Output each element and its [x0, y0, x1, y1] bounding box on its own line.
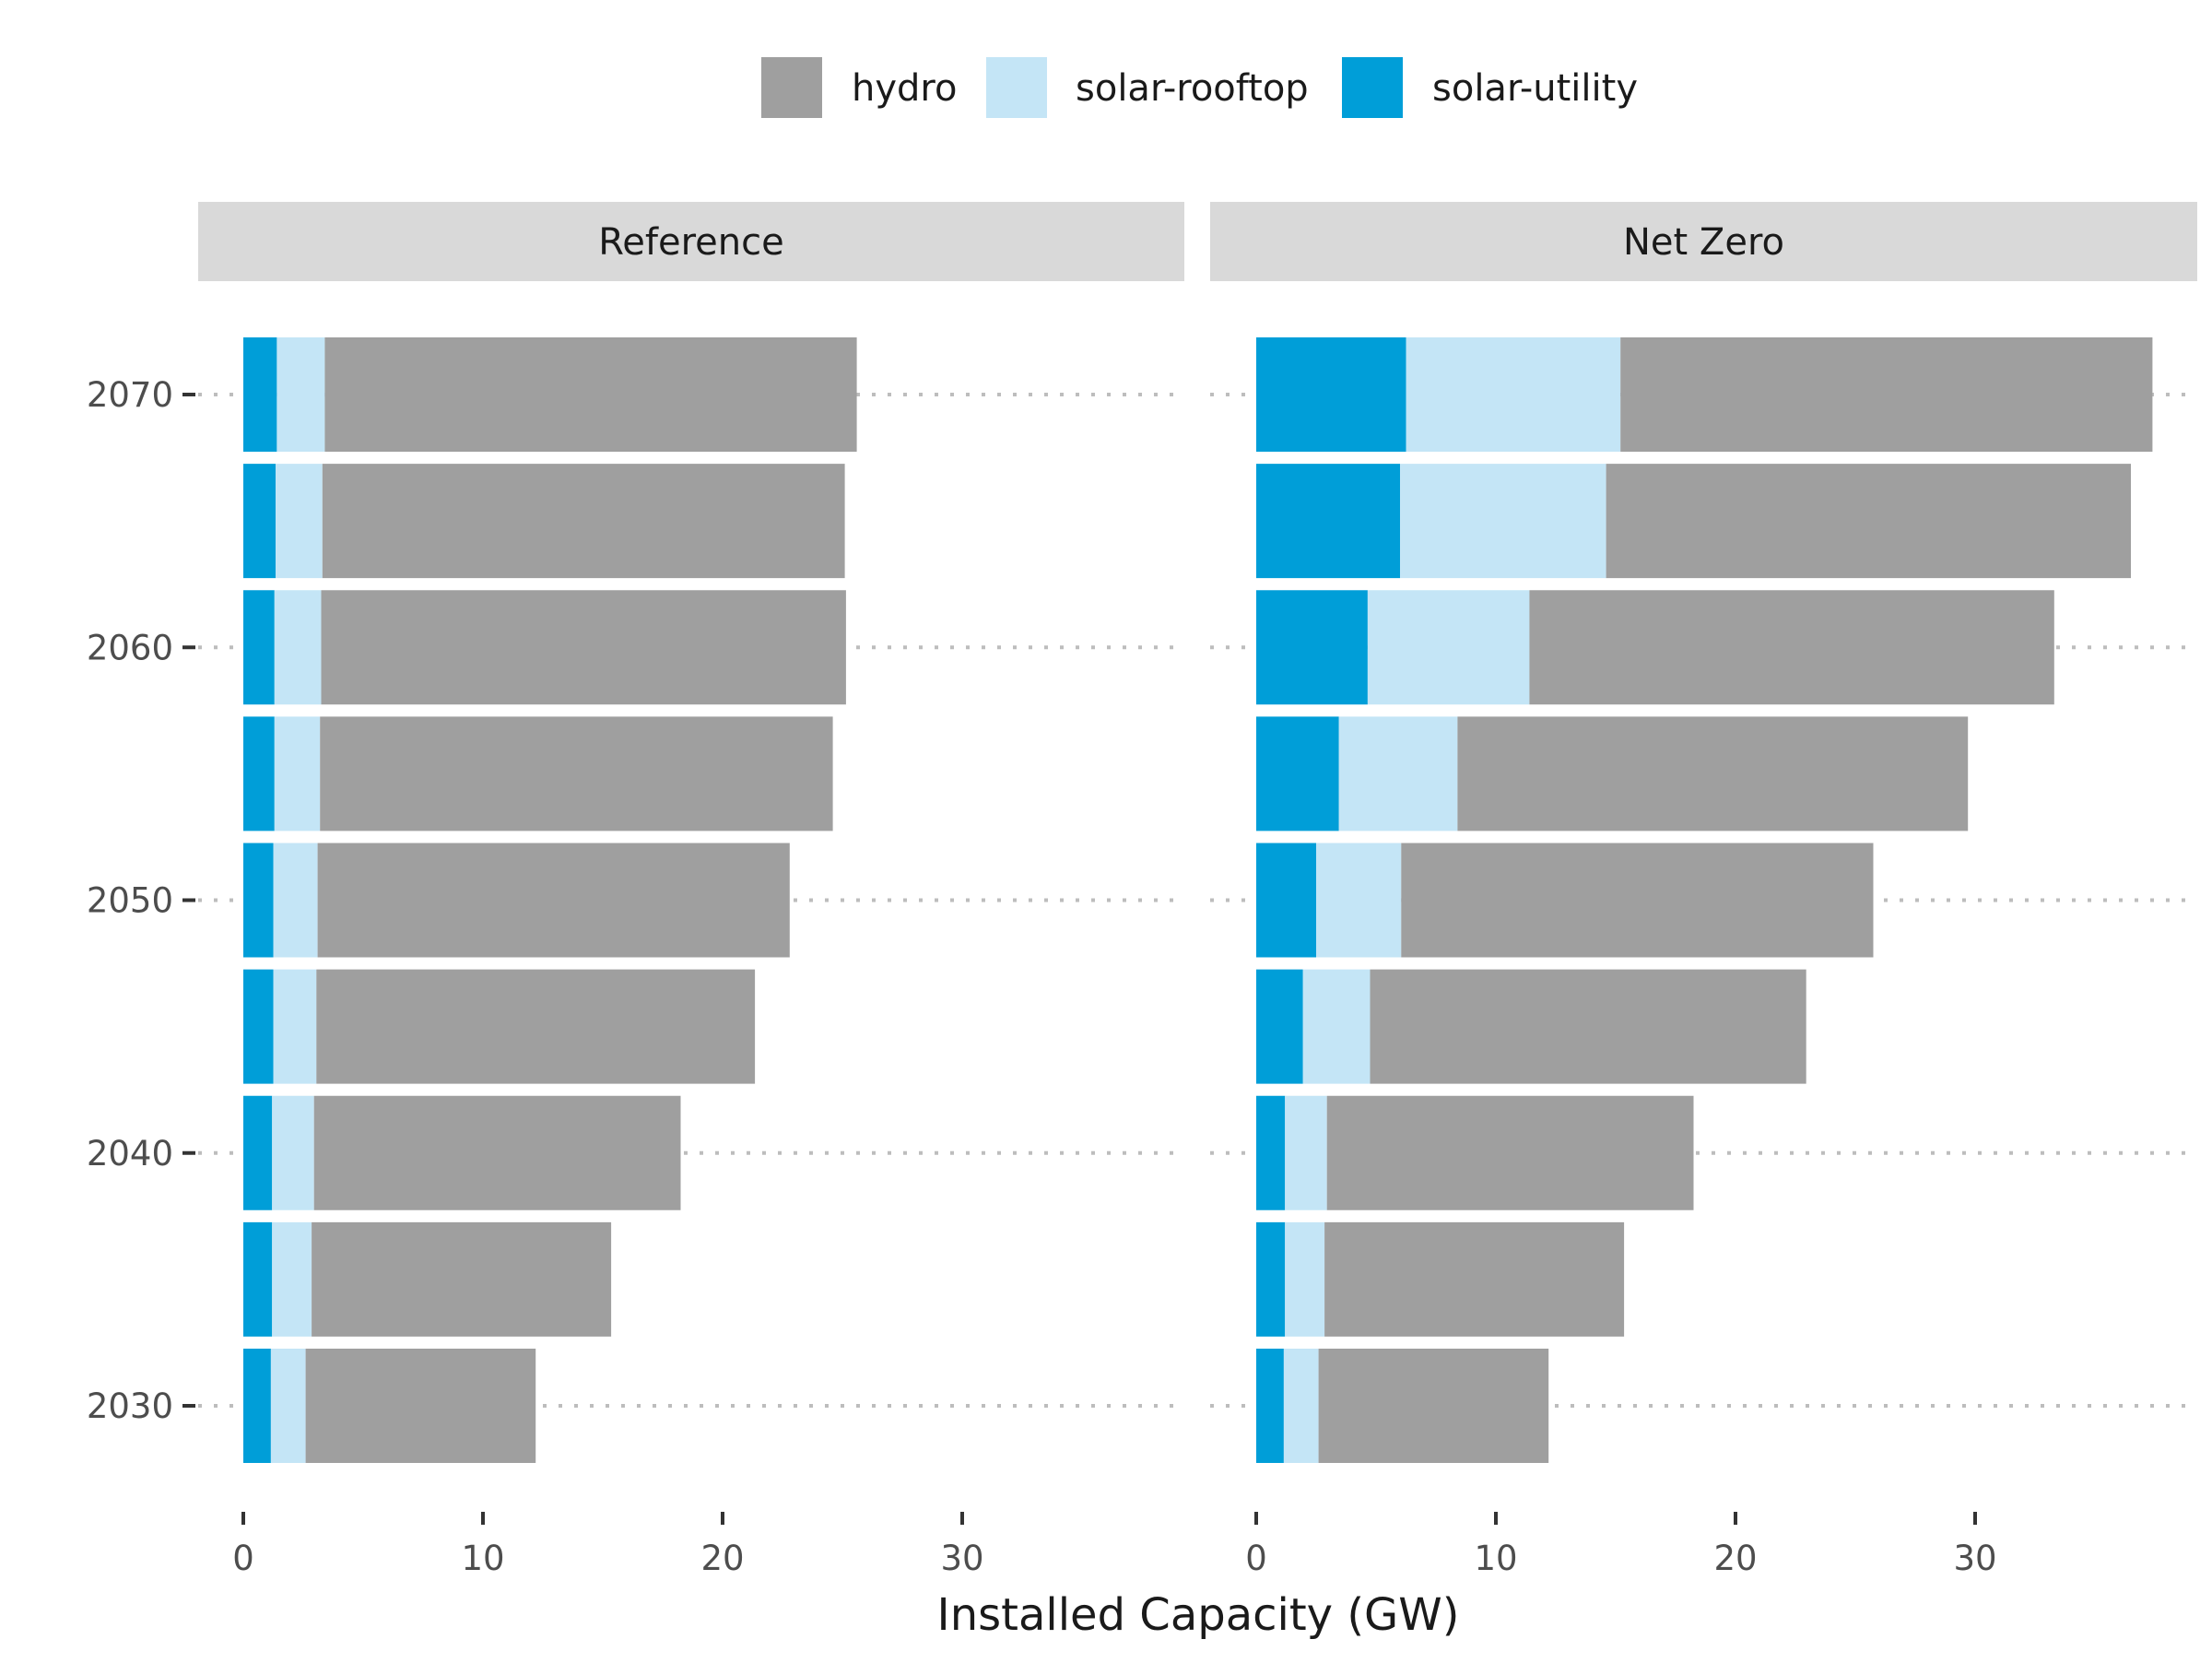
- x-axis-title: Installed Capacity (GW): [937, 1589, 1460, 1641]
- legend-label: hydro: [852, 67, 957, 110]
- facet-label: Reference: [598, 221, 783, 264]
- y-tick-label: 2040: [87, 1134, 173, 1174]
- x-tick-label: 30: [940, 1539, 983, 1578]
- bar-solar-rooftop: [274, 716, 321, 832]
- bar-solar-utility: [243, 337, 277, 452]
- bar-solar-rooftop: [270, 1349, 306, 1463]
- bar-solar-rooftop: [276, 337, 325, 452]
- bar-hydro: [1620, 337, 2153, 452]
- bar-hydro: [322, 464, 845, 579]
- bar-solar-rooftop: [1316, 843, 1402, 958]
- legend-swatch-solar-utility: [1342, 57, 1403, 118]
- bar-hydro: [1318, 1349, 1549, 1463]
- bar-hydro: [1529, 590, 2054, 705]
- bar-solar-rooftop: [273, 843, 318, 958]
- bar-solar-rooftop: [276, 464, 323, 579]
- bar-hydro: [324, 337, 857, 452]
- bar-solar-utility: [1256, 337, 1406, 452]
- bar-hydro: [1606, 464, 2131, 579]
- bar-solar-utility: [1256, 843, 1316, 958]
- bar-solar-utility: [243, 590, 275, 705]
- x-tick-label: 0: [232, 1539, 254, 1578]
- bar-solar-utility: [243, 1349, 271, 1463]
- bar-solar-utility: [1256, 716, 1339, 832]
- bar-solar-utility: [1256, 590, 1368, 705]
- legend-label: solar-utility: [1432, 67, 1638, 110]
- bar-hydro: [1370, 969, 1806, 1084]
- bar-hydro: [1401, 843, 1874, 958]
- bar-solar-rooftop: [272, 1221, 312, 1337]
- bar-hydro: [320, 716, 833, 832]
- bar-solar-utility: [243, 464, 276, 579]
- y-tick-label: 2030: [87, 1386, 173, 1426]
- bar-solar-utility: [1256, 1221, 1286, 1337]
- facet-strip: [198, 202, 1184, 281]
- bar-hydro: [312, 1221, 612, 1337]
- bar-solar-rooftop: [1367, 590, 1530, 705]
- y-tick-label: 2050: [87, 881, 173, 921]
- facet-strip: [1210, 202, 2197, 281]
- x-tick-label: 10: [1474, 1539, 1517, 1578]
- legend-label: solar-rooftop: [1076, 67, 1309, 110]
- bar-solar-utility: [1256, 1095, 1286, 1210]
- bar-solar-utility: [1256, 969, 1303, 1084]
- bar-solar-rooftop: [273, 969, 317, 1084]
- bar-hydro: [1326, 1095, 1694, 1210]
- y-tick-label: 2070: [87, 375, 173, 415]
- x-tick-label: 0: [1245, 1539, 1267, 1578]
- bar-solar-rooftop: [1406, 337, 1621, 452]
- x-tick-label: 20: [700, 1539, 744, 1578]
- bar-hydro: [1457, 716, 1969, 832]
- y-tick-label: 2060: [87, 628, 173, 667]
- facet-label: Net Zero: [1623, 221, 1784, 264]
- bar-solar-utility: [1256, 464, 1400, 579]
- bar-solar-rooftop: [274, 590, 322, 705]
- bar-solar-utility: [243, 1221, 273, 1337]
- bar-hydro: [313, 1095, 681, 1210]
- x-tick-label: 30: [1953, 1539, 1996, 1578]
- x-tick-label: 20: [1713, 1539, 1757, 1578]
- bar-solar-utility: [243, 969, 274, 1084]
- bar-solar-utility: [243, 843, 274, 958]
- bar-solar-rooftop: [1302, 969, 1371, 1084]
- bar-solar-rooftop: [1285, 1095, 1327, 1210]
- bar-solar-utility: [243, 1095, 273, 1210]
- x-tick-label: 10: [461, 1539, 504, 1578]
- bar-solar-rooftop: [272, 1095, 314, 1210]
- bar-solar-rooftop: [1285, 1221, 1325, 1337]
- bar-solar-rooftop: [1338, 716, 1458, 832]
- bar-hydro: [321, 590, 846, 705]
- legend-swatch-hydro: [761, 57, 822, 118]
- legend-swatch-solar-rooftop: [986, 57, 1047, 118]
- bar-solar-utility: [1256, 1349, 1284, 1463]
- bar-solar-rooftop: [1283, 1349, 1319, 1463]
- bar-hydro: [317, 843, 790, 958]
- bar-solar-utility: [243, 716, 275, 832]
- bar-hydro: [316, 969, 756, 1084]
- bar-hydro: [305, 1349, 536, 1463]
- bar-solar-rooftop: [1400, 464, 1606, 579]
- bar-hydro: [1324, 1221, 1625, 1337]
